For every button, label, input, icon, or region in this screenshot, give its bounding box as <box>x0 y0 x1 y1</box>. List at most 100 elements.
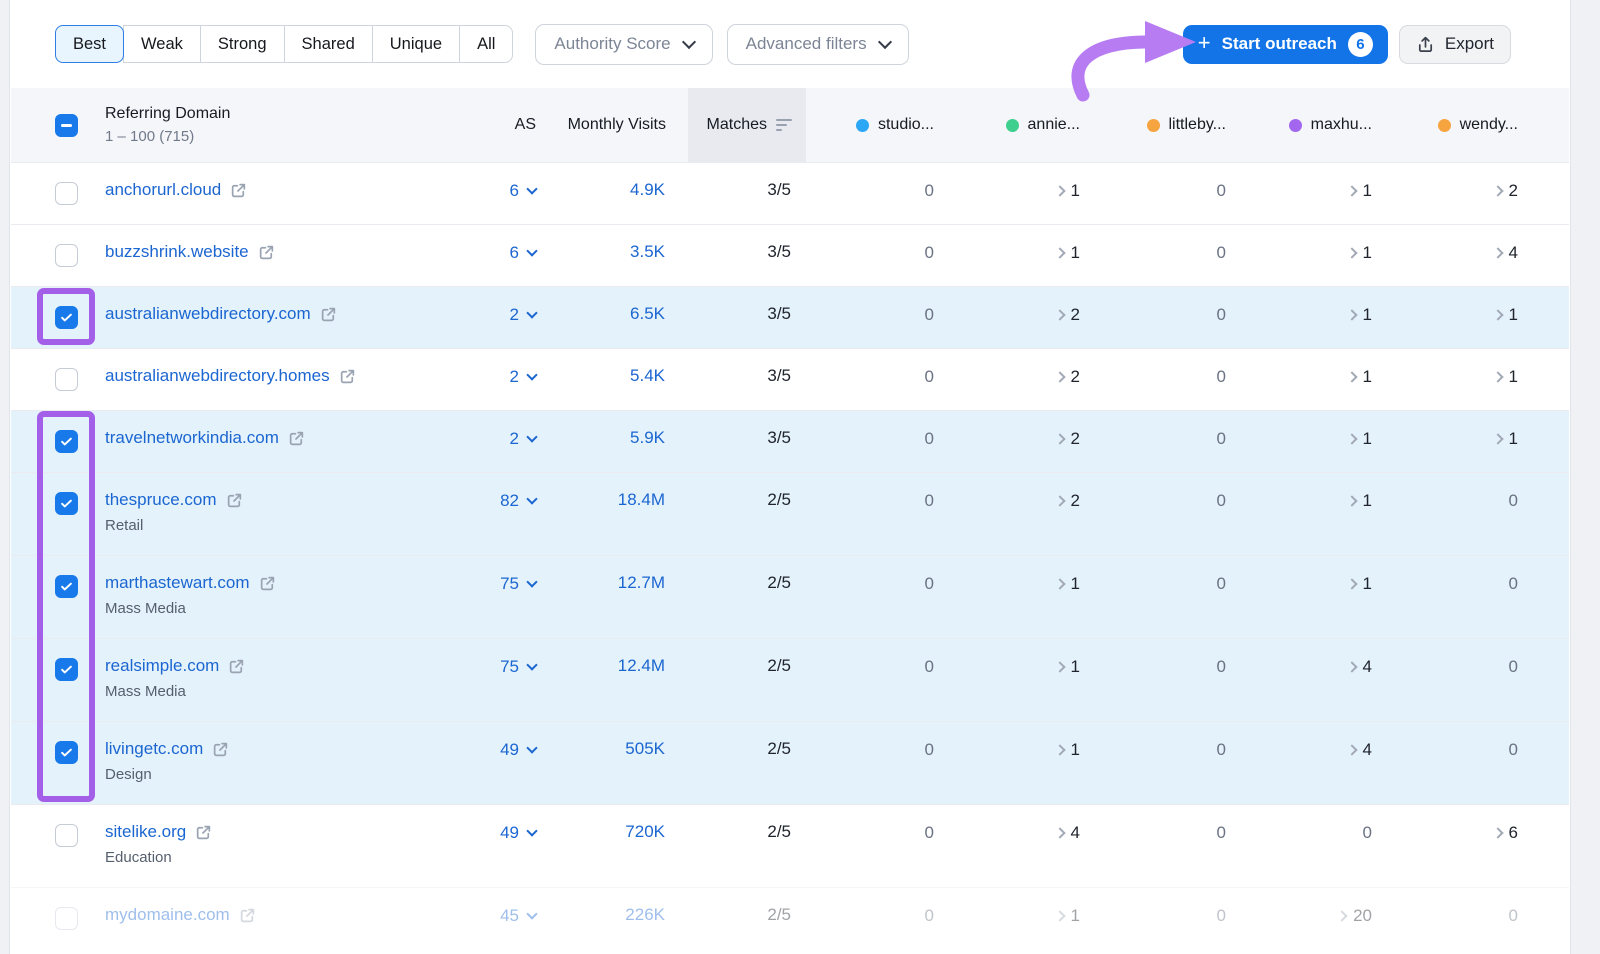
competitor-value-cell[interactable]: 1 <box>952 722 1098 804</box>
external-link-icon[interactable] <box>226 492 243 509</box>
authority-score-cell[interactable]: 45 <box>450 888 540 949</box>
row-checkbox[interactable] <box>55 182 78 205</box>
authority-score-cell[interactable]: 2 <box>450 287 540 348</box>
competitor-value-cell[interactable]: 4 <box>952 805 1098 887</box>
row-checkbox[interactable] <box>55 907 78 930</box>
external-link-icon[interactable] <box>195 824 212 841</box>
competitor-column-header[interactable]: annie... <box>952 88 1098 162</box>
referring-domain-link[interactable]: australianwebdirectory.homes <box>105 366 330 385</box>
competitor-value-cell[interactable]: 1 <box>952 556 1098 638</box>
advanced-filters-button[interactable]: Advanced filters <box>726 23 909 65</box>
scrollbar-track[interactable] <box>1570 0 1600 954</box>
competitor-column-header[interactable]: studio... <box>806 88 952 162</box>
authority-score-cell[interactable]: 6 <box>450 163 540 224</box>
authority-score-cell[interactable]: 2 <box>450 411 540 472</box>
row-checkbox[interactable] <box>55 741 78 764</box>
external-link-icon[interactable] <box>239 907 256 924</box>
external-link-icon[interactable] <box>259 575 276 592</box>
external-link-icon[interactable] <box>228 658 245 675</box>
authority-score-cell[interactable]: 82 <box>450 473 540 555</box>
authority-score-cell[interactable]: 6 <box>450 225 540 286</box>
competitor-value-cell[interactable]: 1 <box>1244 473 1390 555</box>
competitor-value-cell[interactable]: 1 <box>1244 349 1390 410</box>
monthly-visits-value[interactable]: 6.5K <box>630 304 665 323</box>
competitor-value-cell[interactable]: 2 <box>1390 163 1536 224</box>
monthly-visits-value[interactable]: 720K <box>625 822 665 841</box>
referring-domain-link[interactable]: australianwebdirectory.com <box>105 304 311 323</box>
row-checkbox[interactable] <box>55 824 78 847</box>
column-header-matches[interactable]: Matches <box>688 88 806 162</box>
referring-domain-link[interactable]: buzzshrink.website <box>105 242 249 261</box>
column-header-as[interactable]: AS <box>514 116 536 133</box>
external-link-icon[interactable] <box>320 306 337 323</box>
referring-domain-link[interactable]: anchorurl.cloud <box>105 180 222 199</box>
referring-domain-link[interactable]: marthastewart.com <box>105 573 250 592</box>
filter-tab-strong[interactable]: Strong <box>199 25 285 63</box>
authority-score-cell[interactable]: 2 <box>450 349 540 410</box>
monthly-visits-value[interactable]: 226K <box>625 905 665 924</box>
row-checkbox[interactable] <box>55 492 78 515</box>
external-link-icon[interactable] <box>212 741 229 758</box>
export-button[interactable]: Export <box>1398 24 1511 64</box>
competitor-value-cell[interactable]: 6 <box>1390 805 1536 887</box>
competitor-value-cell[interactable]: 1 <box>1244 287 1390 348</box>
referring-domain-link[interactable]: mydomaine.com <box>105 905 230 924</box>
competitor-value-cell[interactable]: 1 <box>1244 556 1390 638</box>
authority-score-cell[interactable]: 49 <box>450 722 540 804</box>
competitor-value-cell[interactable]: 1 <box>952 225 1098 286</box>
competitor-value-cell[interactable]: 1 <box>952 163 1098 224</box>
filter-tab-best[interactable]: Best <box>55 25 125 63</box>
competitor-value-cell[interactable]: 2 <box>952 287 1098 348</box>
competitor-value-cell[interactable]: 2 <box>952 349 1098 410</box>
filter-tab-shared[interactable]: Shared <box>283 25 373 63</box>
monthly-visits-value[interactable]: 5.9K <box>630 428 665 447</box>
competitor-value-cell[interactable]: 1 <box>1390 349 1536 410</box>
monthly-visits-value[interactable]: 4.9K <box>630 180 665 199</box>
filter-tab-weak[interactable]: Weak <box>123 25 201 63</box>
authority-score-filter[interactable]: Authority Score <box>535 23 713 65</box>
competitor-value-cell[interactable]: 1 <box>952 888 1098 949</box>
row-checkbox[interactable] <box>55 658 78 681</box>
competitor-column-header[interactable]: littleby... <box>1098 88 1244 162</box>
competitor-value-cell[interactable]: 1 <box>1390 287 1536 348</box>
competitor-value-cell[interactable]: 20 <box>1244 888 1390 949</box>
monthly-visits-value[interactable]: 5.4K <box>630 366 665 385</box>
start-outreach-button[interactable]: + Start outreach 6 <box>1182 24 1388 64</box>
filter-tab-all[interactable]: All <box>459 25 514 63</box>
referring-domain-link[interactable]: livingetc.com <box>105 739 204 758</box>
row-checkbox[interactable] <box>55 575 78 598</box>
external-link-icon[interactable] <box>288 430 305 447</box>
competitor-value-cell[interactable]: 1 <box>1244 411 1390 472</box>
column-header-monthly-visits[interactable]: Monthly Visits <box>567 116 666 133</box>
external-link-icon[interactable] <box>230 182 247 199</box>
competitor-column-header[interactable]: wendy... <box>1390 88 1536 162</box>
monthly-visits-value[interactable]: 18.4M <box>617 490 665 509</box>
row-checkbox[interactable] <box>55 244 78 267</box>
monthly-visits-value[interactable]: 12.4M <box>617 656 665 675</box>
competitor-value-cell[interactable]: 1 <box>1390 411 1536 472</box>
row-checkbox[interactable] <box>55 306 78 329</box>
row-checkbox[interactable] <box>55 430 78 453</box>
competitor-value-cell[interactable]: 4 <box>1244 722 1390 804</box>
monthly-visits-value[interactable]: 3.5K <box>630 242 665 261</box>
authority-score-cell[interactable]: 75 <box>450 639 540 721</box>
authority-score-cell[interactable]: 75 <box>450 556 540 638</box>
referring-domain-link[interactable]: realsimple.com <box>105 656 220 675</box>
filter-tab-unique[interactable]: Unique <box>371 25 461 63</box>
competitor-column-header[interactable]: maxhu... <box>1244 88 1390 162</box>
monthly-visits-value[interactable]: 505K <box>625 739 665 758</box>
competitor-value-cell[interactable]: 1 <box>1244 163 1390 224</box>
competitor-value-cell[interactable]: 4 <box>1244 639 1390 721</box>
competitor-value-cell[interactable]: 1 <box>952 639 1098 721</box>
external-link-icon[interactable] <box>258 244 275 261</box>
row-checkbox[interactable] <box>55 368 78 391</box>
referring-domain-link[interactable]: thespruce.com <box>105 490 217 509</box>
competitor-value-cell[interactable]: 1 <box>1244 225 1390 286</box>
referring-domain-link[interactable]: travelnetworkindia.com <box>105 428 279 447</box>
referring-domain-link[interactable]: sitelike.org <box>105 822 187 841</box>
external-link-icon[interactable] <box>339 368 356 385</box>
select-all-checkbox[interactable] <box>55 113 78 137</box>
competitor-value-cell[interactable]: 4 <box>1390 225 1536 286</box>
competitor-value-cell[interactable]: 2 <box>952 411 1098 472</box>
monthly-visits-value[interactable]: 12.7M <box>617 573 665 592</box>
